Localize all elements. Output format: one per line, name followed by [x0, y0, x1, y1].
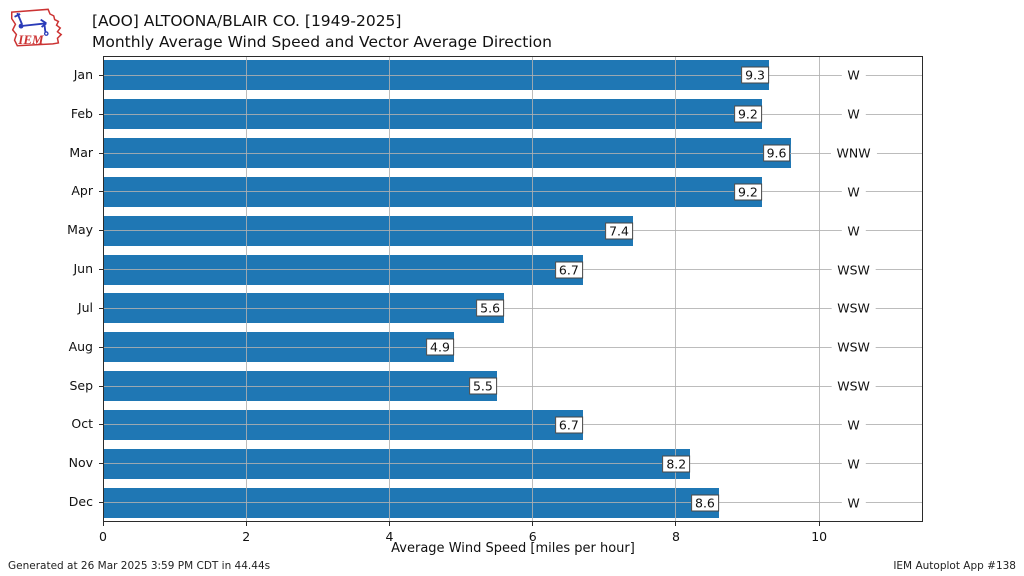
gridline-y-nov: [103, 463, 923, 465]
gridline-x-8: [675, 56, 677, 522]
bar-value-label: 6.7: [554, 261, 583, 279]
y-tick-label-dec: Dec: [68, 494, 93, 510]
gridline-y-aug: [103, 346, 923, 348]
y-tick-mark: [99, 152, 103, 154]
x-tick-label-8: 8: [671, 529, 680, 544]
gridline-y-feb: [103, 113, 923, 115]
y-tick-mark: [99, 463, 103, 465]
x-tick-mark: [388, 522, 390, 526]
y-tick-mark: [99, 74, 103, 76]
direction-label: W: [841, 105, 866, 123]
x-tick-mark: [818, 522, 820, 526]
y-tick-label-apr: Apr: [71, 183, 93, 199]
y-tick-label-oct: Oct: [71, 416, 93, 432]
direction-label: WNW: [830, 144, 877, 162]
weather-station-glyph: [14, 12, 49, 36]
y-tick-mark: [99, 502, 103, 504]
x-tick-label-6: 6: [528, 529, 537, 544]
y-tick-mark: [99, 230, 103, 232]
gridline-x-10: [818, 56, 820, 522]
x-tick-mark: [245, 522, 247, 526]
direction-label: W: [841, 455, 866, 473]
generated-timestamp: Generated at 26 Mar 2025 3:59 PM CDT in …: [8, 560, 271, 572]
y-tick-mark: [99, 307, 103, 309]
gridline-y-jul: [103, 307, 923, 309]
app-credit: IEM Autoplot App #138: [893, 560, 1016, 572]
x-tick-label-4: 4: [385, 529, 394, 544]
y-tick-mark: [99, 385, 103, 387]
y-tick-mark: [99, 113, 103, 115]
gridline-y-jun: [103, 269, 923, 271]
x-axis-label: Average Wind Speed [miles per hour]: [391, 541, 635, 556]
y-tick-mark: [99, 346, 103, 348]
iem-logo: IEM: [10, 8, 63, 47]
y-tick-label-nov: Nov: [68, 455, 93, 471]
chart-title: [AOO] ALTOONA/BLAIR CO. [1949-2025]: [92, 12, 402, 30]
bar-value-label: 9.6: [762, 144, 791, 162]
y-tick-mark: [99, 191, 103, 193]
bar-value-label: 4.9: [426, 338, 454, 356]
gridline-y-may: [103, 230, 923, 232]
gridline-y-oct: [103, 424, 923, 426]
x-tick-mark: [675, 522, 677, 526]
direction-label: W: [841, 416, 866, 434]
direction-label: W: [841, 494, 866, 512]
gridline-y-apr: [103, 191, 923, 193]
iowa-outline: [10, 8, 63, 47]
x-tick-mark: [532, 522, 534, 526]
y-tick-label-aug: Aug: [68, 338, 93, 354]
gridline-x-2: [245, 56, 247, 522]
y-tick-mark: [99, 269, 103, 271]
y-tick-label-feb: Feb: [70, 105, 93, 121]
y-tick-label-mar: Mar: [69, 144, 93, 160]
bar-value-label: 8.6: [691, 494, 719, 512]
bar-value-label: 5.6: [476, 299, 505, 317]
logo-text: IEM: [17, 32, 44, 47]
y-tick-label-may: May: [67, 222, 93, 238]
bar-value-label: 5.5: [468, 377, 497, 395]
bar-value-label: 9.2: [733, 183, 762, 201]
bar-value-label: 9.2: [733, 105, 762, 123]
bar-value-label: 9.3: [741, 66, 770, 84]
x-tick-mark: [102, 522, 104, 526]
bar-value-label: 6.7: [554, 416, 583, 434]
chart-subtitle: Monthly Average Wind Speed and Vector Av…: [92, 33, 552, 51]
x-tick-label-10: 10: [811, 529, 828, 544]
gridline-x-4: [388, 56, 390, 522]
y-tick-label-jul: Jul: [77, 299, 93, 315]
plot-border: [103, 56, 923, 522]
gridline-y-sep: [103, 385, 923, 387]
bar-value-label: 7.4: [605, 222, 633, 240]
direction-label: WSW: [831, 377, 876, 395]
x-tick-label-0: 0: [99, 529, 107, 544]
gridline-x-6: [532, 56, 534, 522]
bar-value-label: 8.2: [662, 455, 691, 473]
y-tick-label-jun: Jun: [73, 261, 93, 277]
direction-label: W: [841, 183, 866, 201]
gridline-y-dec: [103, 502, 923, 504]
y-tick-mark: [99, 424, 103, 426]
direction-label: WSW: [831, 261, 876, 279]
x-tick-label-2: 2: [242, 529, 251, 544]
gridline-y-jan: [103, 74, 923, 76]
y-tick-label-jan: Jan: [73, 66, 93, 82]
direction-label: WSW: [831, 299, 876, 317]
direction-label: W: [841, 222, 866, 240]
y-tick-label-sep: Sep: [69, 377, 93, 393]
gridline-y-mar: [103, 152, 923, 154]
direction-label: WSW: [831, 338, 876, 356]
direction-label: W: [841, 66, 866, 84]
